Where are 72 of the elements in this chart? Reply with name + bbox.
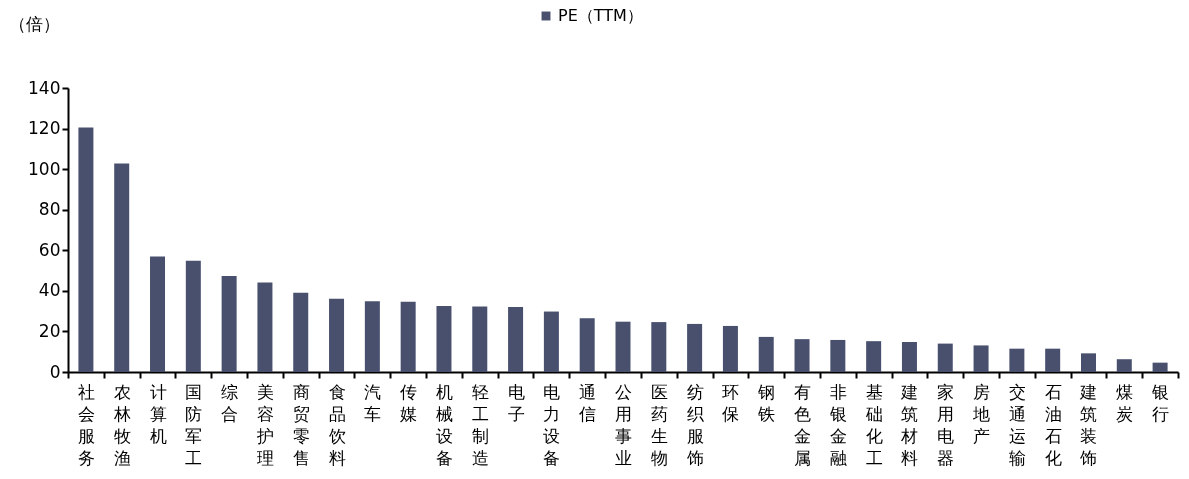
x-tick-label: 医药生物 (650, 381, 668, 468)
bar (400, 301, 416, 372)
y-tick-label: 140 (28, 77, 61, 98)
x-tick-label: 基础化工 (864, 381, 883, 468)
x-tick-label: 农林牧渔 (112, 381, 131, 468)
bar (973, 345, 989, 372)
bar (758, 336, 774, 372)
bar (1116, 359, 1132, 372)
x-tick-label: 机械设备 (435, 381, 453, 468)
x-tick-label: 社会服务 (77, 381, 95, 468)
x-tick-label: 房地产 (972, 381, 991, 446)
bar (114, 163, 130, 372)
bar (615, 321, 631, 372)
bar (257, 282, 273, 372)
bar (794, 339, 810, 372)
bar (866, 341, 882, 372)
bar (221, 276, 237, 372)
x-tick-label: 交通运输 (1008, 381, 1026, 468)
y-tick-label: 20 (38, 320, 61, 341)
x-tick-label: 钢铁 (757, 381, 776, 424)
bar (687, 323, 703, 372)
y-tick-label: 40 (38, 280, 61, 301)
legend-label: PE（TTM） (558, 6, 643, 25)
bar (1045, 348, 1061, 372)
x-tick-label: 商贸零售 (292, 381, 310, 468)
bar (185, 260, 201, 372)
x-tick-label: 食品饮料 (327, 381, 346, 468)
bar (293, 292, 309, 372)
bar (1152, 362, 1168, 372)
x-tick-label: 建筑装饰 (1079, 381, 1098, 468)
bar (472, 306, 488, 372)
x-tick-label: 轻工制造 (471, 381, 489, 468)
x-tick-label: 纺织服饰 (685, 381, 704, 468)
bar (329, 298, 345, 372)
x-tick-label: 有色金属 (794, 381, 812, 468)
x-tick-label: 传媒 (400, 381, 418, 424)
x-tick-label: 家用电器 (937, 381, 955, 468)
bar (937, 343, 953, 372)
x-tick-label: 公用事业 (615, 381, 632, 468)
x-tick-label: 综合 (221, 381, 239, 424)
bar (78, 127, 94, 372)
x-tick-label: 建筑材料 (900, 381, 919, 468)
bar (508, 306, 524, 372)
bar (543, 311, 559, 372)
x-tick-label: 环保 (722, 381, 740, 424)
bar (364, 301, 380, 372)
bar (579, 318, 595, 372)
y-tick-label: 100 (28, 158, 61, 179)
x-tick-label: 电子 (507, 381, 525, 424)
bar (830, 339, 846, 372)
x-tick-label: 美容护理 (255, 381, 274, 468)
bar (722, 325, 738, 372)
bar (1009, 348, 1025, 372)
x-tick-label: 计算机 (149, 381, 167, 446)
bar (1080, 353, 1096, 372)
y-tick-label: 80 (38, 199, 61, 220)
y-tick-label: 0 (49, 361, 61, 382)
x-tick-label: 煤炭 (1116, 381, 1134, 424)
x-tick-label: 国防军工 (185, 381, 203, 468)
y-tick-label: 120 (28, 118, 61, 139)
x-tick-label: 银行 (1151, 381, 1170, 424)
x-tick-label: 通信 (579, 381, 597, 424)
x-tick-label: 电力设备 (543, 381, 561, 468)
x-tick-label: 石油石化 (1044, 381, 1062, 468)
y-axis-title: （倍） (8, 13, 60, 34)
x-tick-label: 汽车 (364, 381, 382, 424)
bar (150, 256, 166, 372)
bar (901, 341, 917, 372)
bar (651, 322, 667, 372)
bar (436, 306, 452, 372)
y-tick-label: 60 (38, 239, 61, 260)
x-tick-label: 非银金融 (828, 381, 847, 468)
